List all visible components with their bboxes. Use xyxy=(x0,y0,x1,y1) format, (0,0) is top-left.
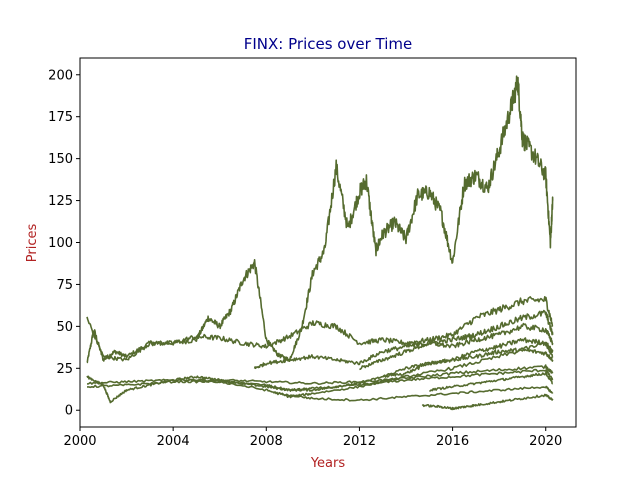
x-tick-label: 2004 xyxy=(157,434,190,449)
y-axis-title: Prices xyxy=(25,224,40,263)
y-tick-label: 150 xyxy=(48,152,73,167)
x-tick-label: 2000 xyxy=(63,434,96,449)
y-axis: 0 25 50 75 100 125 150 175 200 xyxy=(48,68,80,419)
series-line-10 xyxy=(382,337,554,378)
series-line-7 xyxy=(253,309,554,370)
y-tick-label: 200 xyxy=(48,68,73,83)
x-axis-title: Years xyxy=(310,456,346,471)
series-line-3 xyxy=(86,347,554,404)
x-tick-label: 2008 xyxy=(250,434,283,449)
series-line-2 xyxy=(86,295,554,362)
y-tick-label: 75 xyxy=(56,278,73,293)
x-tick-label: 2020 xyxy=(529,434,562,449)
x-tick-label: 2012 xyxy=(343,434,376,449)
series-line-9 xyxy=(359,322,554,371)
y-tick-label: 50 xyxy=(56,320,73,335)
series-line-5 xyxy=(87,368,554,392)
y-tick-label: 25 xyxy=(56,362,73,377)
chart-title: FINX: Prices over Time xyxy=(244,35,412,53)
series-line-12 xyxy=(429,371,554,392)
x-tick-label: 2016 xyxy=(436,434,469,449)
y-tick-label: 125 xyxy=(48,194,73,209)
series-layer xyxy=(86,75,554,411)
series-line-4 xyxy=(86,364,554,386)
series-line-6 xyxy=(184,341,554,399)
y-tick-label: 175 xyxy=(48,110,73,125)
series-line-11 xyxy=(421,393,554,411)
y-tick-label: 100 xyxy=(48,236,73,251)
x-axis: 2000 2004 2008 2012 2016 2020 xyxy=(63,427,562,449)
y-tick-label: 0 xyxy=(65,404,73,419)
series-line-8 xyxy=(277,385,554,402)
